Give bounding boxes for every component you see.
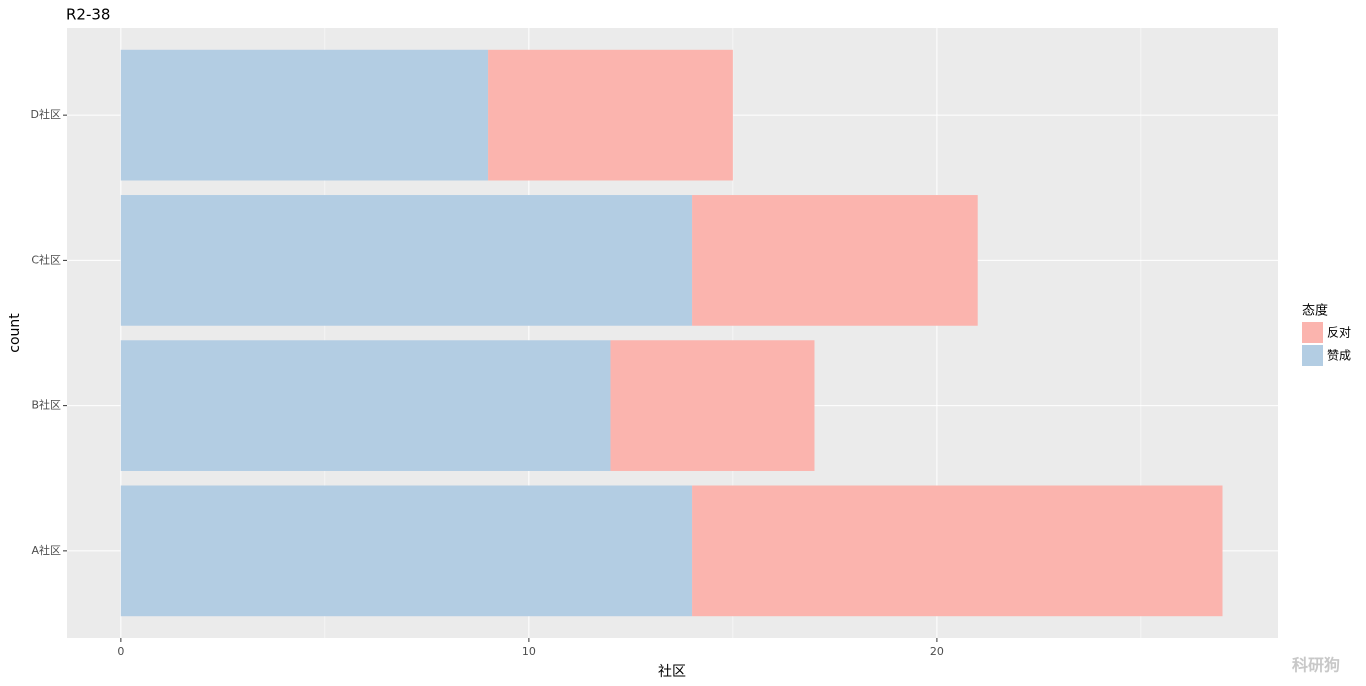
bar: [120, 340, 611, 471]
legend-swatch: [1302, 345, 1323, 366]
y-tick-label: C社区: [31, 252, 61, 266]
y-tick-label: B社区: [31, 398, 61, 412]
bar: [488, 49, 733, 181]
x-tick-label: 10: [522, 645, 536, 658]
y-tick-label: D社区: [31, 107, 61, 121]
bar: [120, 49, 489, 181]
bar: [120, 195, 693, 326]
y-tick-label: A社区: [31, 543, 61, 557]
bars: [120, 49, 1223, 617]
legend-swatch: [1302, 322, 1323, 343]
bar: [692, 195, 978, 326]
bar: [120, 485, 693, 617]
x-tick-label: 0: [117, 645, 124, 658]
y-axis-label: count: [7, 313, 23, 353]
chart-title: R2-38: [66, 6, 110, 24]
legend-label: 反对: [1327, 326, 1351, 340]
watermark: 科研狗: [1292, 656, 1340, 675]
bar: [610, 340, 815, 471]
x-tick-label: 20: [930, 645, 944, 658]
bar: [692, 485, 1223, 617]
legend-title: 态度: [1302, 303, 1328, 319]
x-axis-label: 社区: [658, 664, 686, 680]
legend-label: 赞成: [1327, 349, 1351, 363]
